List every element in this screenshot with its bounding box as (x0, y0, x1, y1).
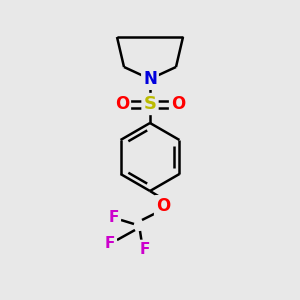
Text: O: O (156, 197, 170, 215)
Text: O: O (115, 95, 129, 113)
Text: S: S (143, 95, 157, 113)
Text: O: O (171, 95, 185, 113)
Text: N: N (143, 70, 157, 88)
Text: F: F (109, 211, 119, 226)
Text: F: F (105, 236, 115, 251)
Text: F: F (140, 242, 150, 256)
